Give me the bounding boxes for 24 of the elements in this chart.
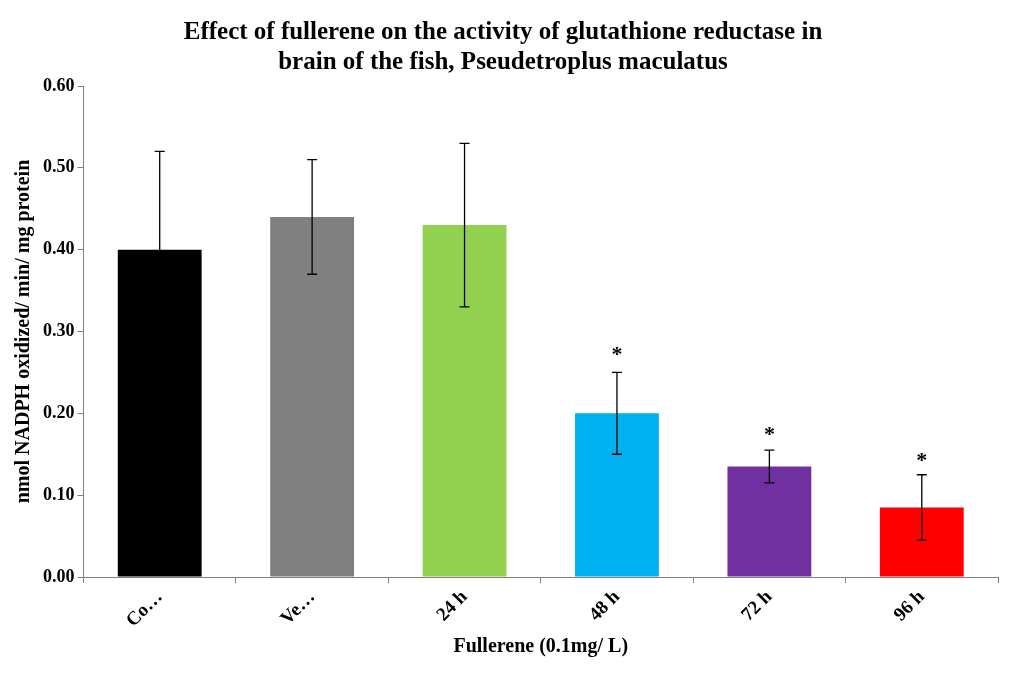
- y-tick-label: 0.00: [43, 565, 75, 586]
- bar: [575, 413, 659, 577]
- annotation: *: [916, 447, 928, 473]
- x-axis-title: Fullerene (0.1mg/ L): [453, 634, 629, 658]
- bar: [879, 507, 964, 577]
- y-tick-label: 0.10: [43, 483, 75, 504]
- y-tick-label: 0.40: [43, 238, 75, 259]
- y-tick-label: 0.50: [43, 156, 75, 177]
- x-tick-label: 48 h: [584, 585, 624, 625]
- annotation: *: [763, 421, 775, 447]
- y-tick-label: 0.30: [43, 320, 75, 341]
- x-tick-label: 96 h: [888, 585, 929, 625]
- y-tick-label: 0.60: [43, 74, 75, 95]
- x-tick-label: 72 h: [736, 585, 776, 625]
- bar: [727, 466, 812, 577]
- y-tick-label: 0.20: [43, 402, 75, 422]
- y-axis-title: nmol NADPH oxidized/ min/ mg protein: [11, 159, 35, 504]
- text: brain of the fish, Pseudetroplus maculatus: [278, 47, 728, 75]
- x-tick-label: Ve…: [275, 585, 319, 629]
- annotation: *: [611, 340, 623, 366]
- x-tick-label: Co…: [121, 585, 167, 631]
- x-tick-label: 24 h: [431, 585, 472, 625]
- text: Effect of fullerene on the activity of glutathione reductase in: [183, 17, 823, 45]
- bar: [422, 225, 507, 577]
